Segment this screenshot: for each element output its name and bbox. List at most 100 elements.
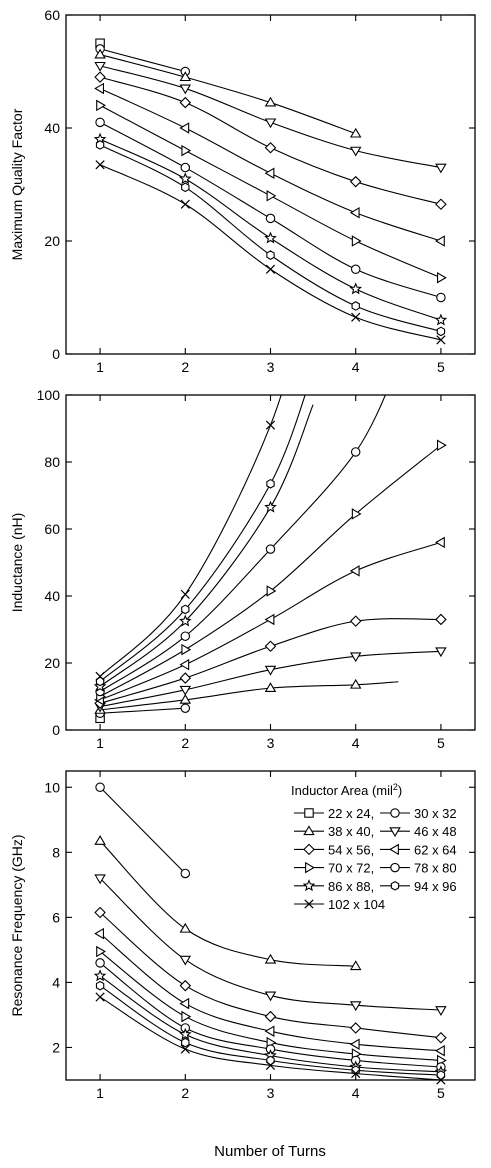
data-point-46-x-48	[94, 874, 106, 885]
series-line-38-x-40	[99, 54, 356, 135]
data-point-62-x-64	[179, 122, 190, 134]
legend-label-22-x-24: 22 x 24,	[328, 806, 374, 821]
data-point-54-x-56	[264, 141, 277, 154]
data-point-102-x-104	[180, 199, 190, 209]
legend-marker-46-x-48	[389, 827, 401, 838]
data-point-78-x-80	[95, 117, 105, 128]
data-point-54-x-56	[349, 175, 362, 188]
data-point-46-x-48	[435, 647, 447, 658]
panel-quality-factor: 1 2 3 4 5 0 20 40 60 Maximum Quality Factor	[9, 7, 476, 375]
data-point-78-x-80	[180, 631, 191, 641]
data-point-102-x-104	[265, 1060, 276, 1070]
x-tick-label: 2	[181, 359, 189, 375]
panel-resonance-frequency: 1 2 3 4 5 2 4 6 8 10 Resonance Frequency (GHz)	[9, 770, 476, 1101]
data-point-54-x-56	[264, 1010, 277, 1023]
data-point-70-x-72	[266, 190, 277, 202]
legend-label-78-x-80: 78 x 80	[414, 861, 457, 876]
y-axis-label: Resonance Frequency (GHz)	[9, 834, 25, 1016]
x-tick-label: 2	[181, 1085, 189, 1101]
data-point-30-x-32	[180, 868, 191, 879]
data-point-46-x-48	[435, 1006, 447, 1016]
y-tick-label: 100	[37, 387, 61, 403]
data-point-54-x-56	[264, 640, 277, 653]
data-point-94-x-96	[181, 182, 190, 193]
legend-label-70-x-72: 70 x 72,	[328, 861, 374, 876]
data-point-86-x-88	[264, 231, 277, 244]
data-point-38-x-40	[349, 678, 362, 689]
data-point-102-x-104	[436, 335, 446, 345]
data-point-46-x-48	[349, 1001, 362, 1012]
y-tick-label: 0	[52, 346, 60, 362]
x-axis-label: Number of Turns	[214, 1143, 326, 1160]
series-line-78-x-80	[99, 395, 387, 692]
data-point-102-x-104	[180, 1044, 190, 1054]
y-axis-label: Inductance (nH)	[9, 513, 25, 613]
x-tick-label: 5	[437, 1085, 445, 1101]
data-point-78-x-80	[350, 447, 361, 457]
data-point-70-x-72	[96, 99, 106, 112]
x-tick-label: 4	[352, 735, 360, 751]
data-point-78-x-80	[180, 162, 191, 173]
data-point-86-x-88	[349, 282, 363, 295]
data-point-70-x-72	[96, 945, 106, 958]
x-tick-label: 5	[437, 735, 445, 751]
data-point-102-x-104	[180, 589, 190, 599]
y-tick-label: 20	[44, 655, 60, 671]
x-tick-label: 4	[352, 359, 360, 375]
data-point-38-x-40	[179, 71, 192, 82]
x-tick-label: 3	[267, 1085, 275, 1101]
series-line-30-x-32	[100, 707, 186, 714]
data-point-54-x-56	[349, 615, 362, 627]
data-point-94-x-96	[266, 250, 275, 260]
data-point-54-x-56	[179, 979, 192, 992]
series-line-102-x-104	[99, 395, 282, 677]
y-tick-label: 4	[52, 974, 60, 990]
series-line-94-x-96	[99, 395, 306, 682]
legend-label-30-x-32: 30 x 32	[414, 806, 457, 821]
y-tick-label: 20	[44, 233, 60, 249]
y-tick-label: 40	[44, 588, 60, 604]
legend-marker-94-x-96	[390, 880, 400, 891]
data-point-102-x-104	[265, 264, 276, 274]
data-point-46-x-48	[264, 991, 277, 1002]
data-point-94-x-96	[181, 604, 190, 615]
y-tick-label: 60	[44, 7, 60, 23]
legend-marker-62-x-64	[389, 843, 399, 856]
legend-label-62-x-64: 62 x 64	[414, 842, 457, 857]
data-point-62-x-64	[264, 1025, 275, 1037]
data-point-86-x-88	[264, 500, 277, 513]
data-point-46-x-48	[179, 955, 192, 966]
data-point-62-x-64	[435, 235, 445, 247]
legend-label-86-x-88: 86 x 88,	[328, 879, 374, 894]
data-point-70-x-72	[437, 439, 447, 452]
data-point-94-x-96	[95, 140, 105, 150]
data-point-70-x-72	[181, 144, 192, 157]
data-point-62-x-64	[435, 1044, 445, 1057]
data-point-102-x-104	[95, 160, 105, 170]
legend-label-54-x-56: 54 x 56,	[328, 842, 374, 857]
data-point-94-x-96	[95, 980, 105, 991]
legend-title: Inductor Area (mil2)	[291, 782, 402, 798]
data-point-46-x-48	[94, 61, 106, 72]
legend-marker-102-x-104	[304, 899, 314, 909]
data-point-46-x-48	[264, 118, 277, 129]
panel-inductance: 1 2 3 4 5 0 20 40 60 80 100 Inductance (nH)	[9, 387, 476, 751]
data-point-30-x-32	[95, 782, 105, 793]
data-point-54-x-56	[349, 1022, 362, 1034]
legend-marker-78-x-80	[390, 862, 400, 873]
data-point-46-x-48	[264, 665, 277, 676]
plot-frame	[65, 394, 476, 731]
data-point-94-x-96	[436, 326, 446, 337]
data-point-46-x-48	[349, 146, 362, 157]
legend-marker-22-x-24	[304, 808, 314, 818]
series-line-86-x-88	[99, 404, 314, 687]
data-point-46-x-48	[179, 685, 192, 696]
data-point-38-x-40	[94, 48, 106, 59]
data-point-30-x-32	[180, 703, 191, 713]
plot-frame	[65, 14, 476, 355]
legend: Inductor Area (mil2) 22 x 24, 30 x 32 38 x …	[291, 782, 457, 912]
data-point-38-x-40	[179, 693, 192, 704]
data-point-46-x-48	[179, 84, 192, 95]
x-tick-label: 1	[96, 359, 104, 375]
data-point-102-x-104	[436, 1075, 446, 1085]
